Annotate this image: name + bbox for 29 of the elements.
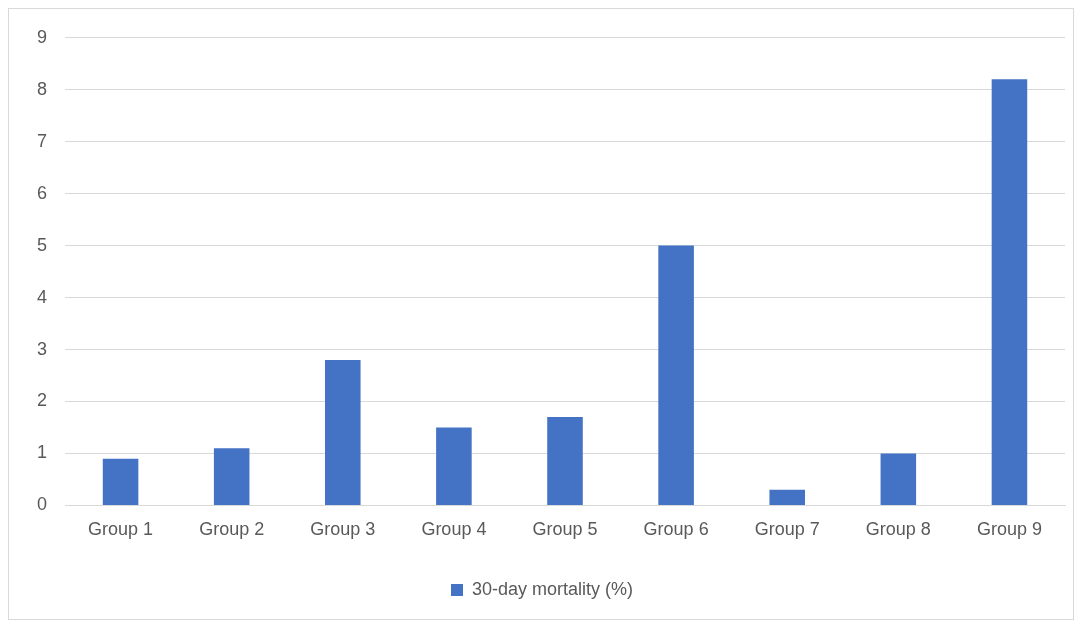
bar <box>658 245 694 505</box>
y-tick-label: 5 <box>37 234 48 255</box>
legend-label: 30-day mortality (%) <box>471 578 634 599</box>
x-tick-label: Group 3 <box>310 519 376 540</box>
y-tick-label: 9 <box>37 26 48 47</box>
x-tick-label: Group 1 <box>88 519 154 540</box>
y-tick-label: 6 <box>37 182 48 203</box>
bar <box>213 448 250 505</box>
y-tick-label: 1 <box>37 442 48 463</box>
x-tick-label: Group 6 <box>643 519 709 540</box>
y-tick-label: 7 <box>37 130 48 151</box>
x-tick-label: Group 2 <box>199 519 265 540</box>
bar <box>880 453 917 505</box>
bar <box>547 417 583 505</box>
bar <box>102 458 139 505</box>
y-tick-label: 0 <box>37 494 48 515</box>
x-tick-label: Group 8 <box>865 519 931 540</box>
y-tick-label: 2 <box>37 390 48 411</box>
y-tick-label: 3 <box>37 338 48 359</box>
x-tick-label: Group 7 <box>754 519 820 540</box>
x-tick-label: Group 5 <box>532 519 598 540</box>
bar <box>769 489 805 505</box>
y-tick-label: 8 <box>37 78 48 99</box>
bar <box>436 427 472 505</box>
x-tick-label: Group 4 <box>421 519 487 540</box>
x-tick-label: Group 9 <box>976 519 1042 540</box>
y-tick-label: 4 <box>37 286 48 307</box>
bar <box>991 79 1028 505</box>
bar <box>325 359 361 505</box>
